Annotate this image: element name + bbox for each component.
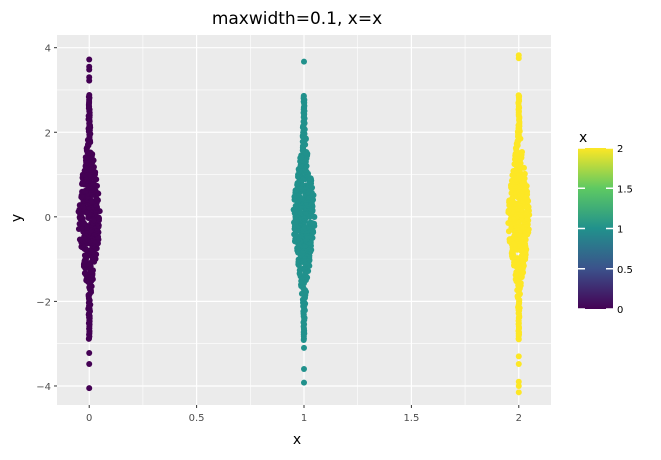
data-point — [525, 226, 532, 233]
data-point — [93, 195, 100, 202]
swarm-group — [505, 52, 533, 396]
x-tick-label: 2 — [516, 413, 522, 424]
legend-tick-label: 2 — [617, 144, 623, 155]
data-point — [515, 55, 522, 62]
data-point — [301, 344, 307, 351]
data-point — [86, 360, 93, 367]
x-tick-label: 0 — [86, 413, 92, 424]
data-point — [301, 379, 307, 386]
data-point — [515, 382, 522, 389]
y-tick-label: 2 — [45, 128, 51, 139]
legend-ticks: 0 0.5 1 1.5 2 — [578, 144, 633, 316]
data-point — [79, 193, 86, 200]
data-point — [301, 58, 307, 65]
data-point — [515, 389, 522, 396]
data-point — [515, 353, 522, 360]
data-point — [76, 236, 83, 243]
swarm-group — [75, 56, 103, 392]
legend-tick-label: 0.5 — [617, 265, 633, 276]
data-point — [82, 270, 89, 277]
legend-title: x — [579, 130, 587, 146]
y-tick-label: −4 — [36, 382, 51, 393]
data-point — [301, 366, 307, 373]
data-point — [519, 148, 526, 155]
data-point — [90, 217, 97, 224]
legend-tick-label: 0 — [617, 305, 623, 316]
data-point — [86, 92, 93, 99]
data-point — [79, 179, 86, 186]
data-point — [294, 245, 301, 252]
data-point — [76, 206, 83, 213]
x-axis-label: x — [293, 432, 301, 448]
data-point — [300, 92, 307, 99]
data-point — [86, 385, 93, 392]
legend-tick-label: 1 — [617, 225, 623, 236]
data-point — [515, 378, 522, 385]
x-axis: 0 0.5 1 1.5 2 — [86, 405, 522, 424]
colorbar-legend: x 0 0.5 1 1.5 2 — [578, 130, 633, 316]
data-points — [75, 52, 533, 396]
data-point — [309, 220, 316, 227]
x-tick-label: 0.5 — [189, 413, 205, 424]
data-point — [521, 170, 528, 177]
legend-tick-label: 1.5 — [617, 184, 633, 195]
y-axis: −4 −2 0 2 4 — [36, 44, 57, 393]
data-point — [515, 360, 522, 367]
data-point — [93, 176, 100, 183]
data-point — [515, 92, 522, 99]
data-point — [292, 202, 299, 209]
data-point — [96, 215, 103, 222]
x-tick-label: 1 — [301, 413, 307, 424]
y-tick-label: 0 — [45, 213, 51, 224]
y-axis-label: y — [9, 214, 25, 222]
data-point — [86, 77, 93, 84]
y-tick-label: −2 — [36, 297, 51, 308]
swarm-group — [290, 58, 318, 386]
chart-title: maxwidth=0.1, x=x — [212, 9, 382, 29]
data-point — [86, 56, 93, 63]
y-tick-label: 4 — [45, 44, 51, 55]
x-tick-label: 1.5 — [403, 413, 419, 424]
data-point — [86, 349, 93, 356]
data-point — [86, 66, 93, 73]
